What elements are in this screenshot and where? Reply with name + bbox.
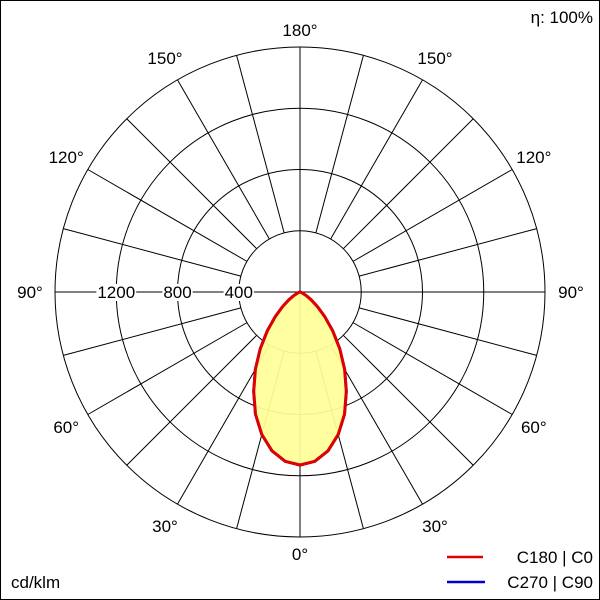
angle-label: 90° — [17, 283, 43, 302]
curve-c180-c0 — [252, 290, 348, 467]
angle-label-bg — [15, 284, 45, 301]
angle-label: 0° — [292, 545, 308, 564]
radial-tick-label: 400 — [225, 283, 253, 302]
grid-spoke — [330, 79, 423, 240]
grid-spoke — [236, 55, 285, 233]
grid-spoke — [315, 55, 364, 233]
angle-label: 30° — [152, 517, 178, 536]
grid-spoke — [126, 334, 258, 466]
tick-label-bg — [96, 284, 137, 301]
angle-label: 60° — [521, 418, 547, 437]
legend-label-c270-c90: C270 | C90 — [507, 573, 593, 592]
radial-tick-label: 1200 — [97, 283, 135, 302]
grid-spoke — [87, 169, 248, 262]
grid-spoke — [87, 322, 248, 415]
angle-label: 120° — [516, 148, 551, 167]
legend: C180 | C0 C270 | C90 — [447, 548, 593, 592]
angle-label: 150° — [417, 49, 452, 68]
angle-label: 120° — [49, 148, 84, 167]
grid-spoke — [126, 118, 258, 250]
unit-label: cd/klm — [11, 573, 60, 592]
grid-spoke — [177, 79, 270, 240]
angle-label-bg — [556, 284, 586, 301]
grid-spoke — [342, 334, 474, 466]
grid-spoke — [359, 228, 537, 277]
legend-label-c180-c0: C180 | C0 — [517, 548, 593, 567]
efficiency-label: η: 100% — [531, 8, 593, 27]
grid-spoke — [63, 307, 241, 356]
radial-tick-label: 800 — [163, 283, 191, 302]
angle-label: 30° — [422, 517, 448, 536]
tick-label-bg — [162, 284, 193, 301]
grid-spoke — [342, 118, 474, 250]
grid-circle — [54, 46, 546, 538]
grid-spoke — [352, 322, 513, 415]
tick-label-bg — [223, 284, 254, 301]
grid-spoke — [359, 307, 537, 356]
angle-label: 60° — [53, 418, 79, 437]
angle-label: 180° — [282, 21, 317, 40]
angle-label: 90° — [558, 283, 584, 302]
grid-spoke — [63, 228, 241, 277]
angle-label: 150° — [147, 49, 182, 68]
grid-spoke — [352, 169, 513, 262]
